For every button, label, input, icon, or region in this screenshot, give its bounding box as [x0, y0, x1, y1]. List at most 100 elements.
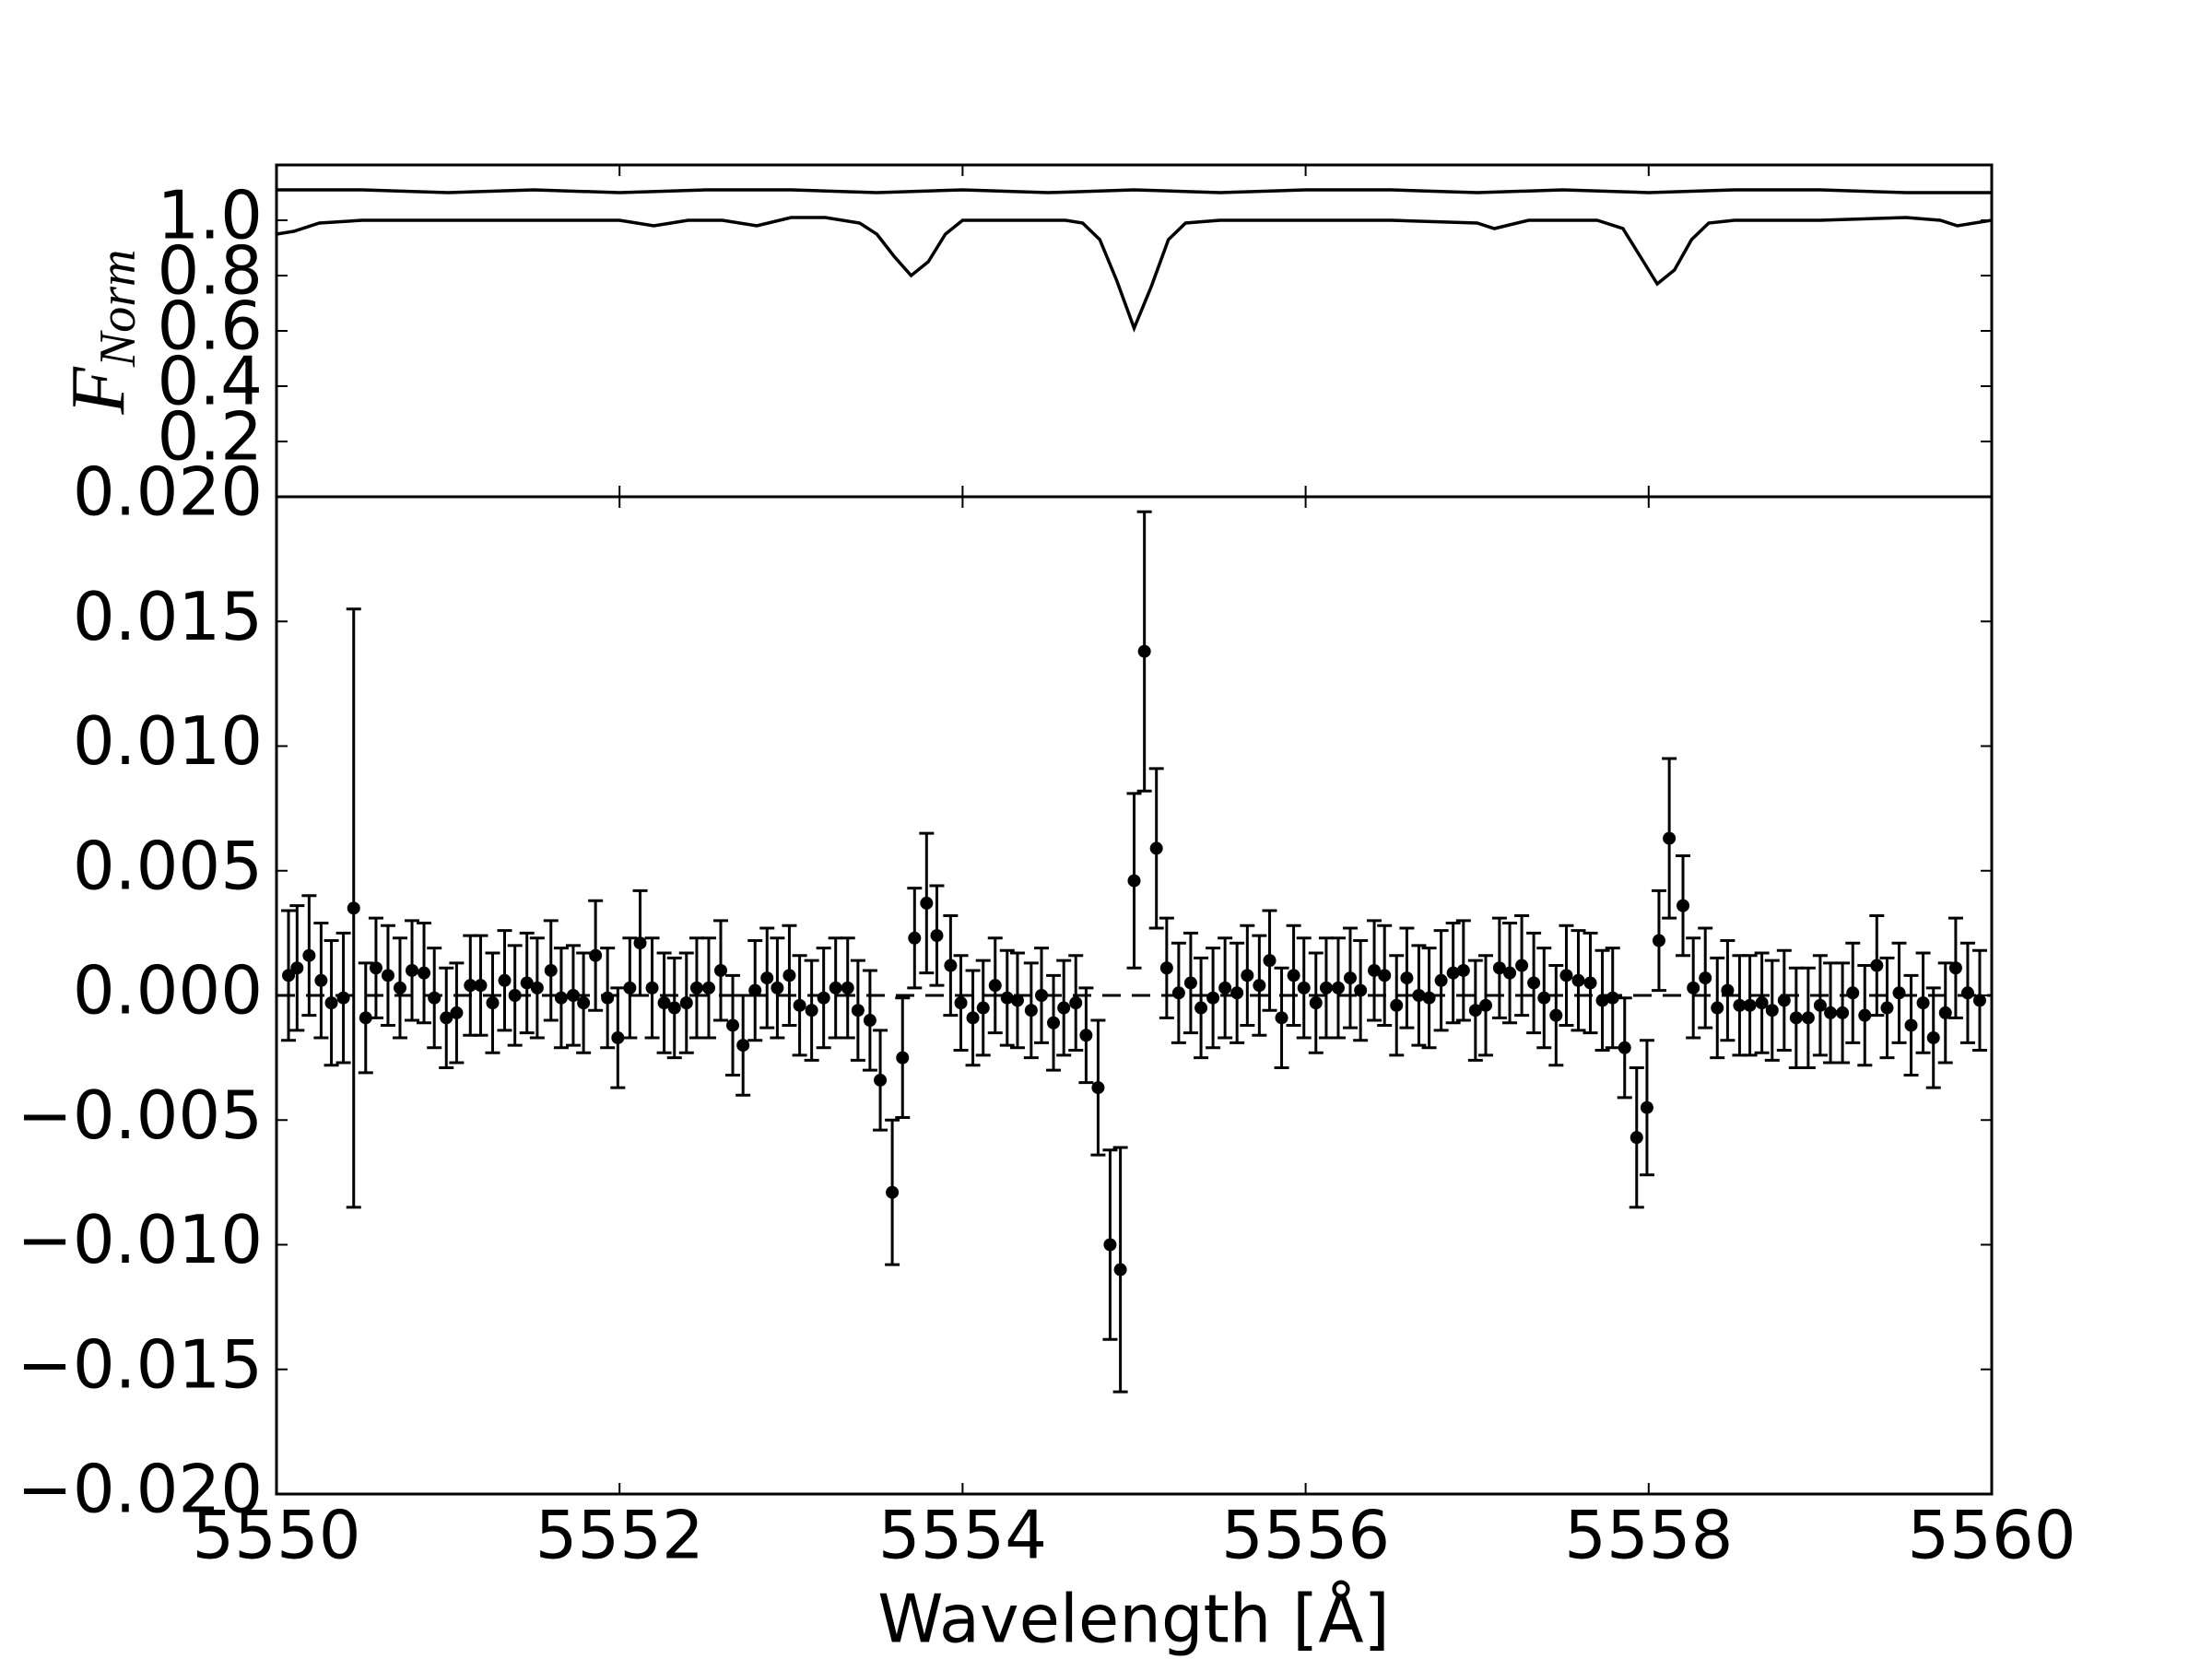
data-point	[657, 996, 671, 1010]
data-point	[601, 991, 615, 1005]
data-point	[726, 1018, 740, 1032]
data-point	[1801, 1011, 1815, 1025]
data-point	[290, 961, 304, 975]
data-point	[381, 969, 394, 982]
data-point	[1057, 1001, 1071, 1015]
data-point	[1606, 991, 1619, 1005]
data-point	[1079, 1029, 1093, 1042]
data-point	[736, 1039, 750, 1053]
data-point	[1230, 986, 1244, 1000]
data-point	[474, 979, 488, 993]
data-point	[689, 981, 703, 994]
data-point	[667, 1001, 681, 1015]
data-point	[748, 983, 762, 997]
data-point	[1035, 989, 1049, 1002]
data-point	[1194, 1001, 1208, 1015]
data-point	[920, 896, 934, 910]
x-tick-label: 5558	[1564, 1497, 1733, 1574]
y-tick-label: 0.8	[157, 232, 263, 310]
data-point	[1149, 841, 1163, 855]
data-point	[829, 981, 842, 994]
data-point	[930, 929, 944, 943]
y-tick-label: 0.010	[73, 702, 263, 780]
data-point	[863, 1014, 877, 1028]
data-point	[577, 996, 591, 1010]
y-axis-label-sub: Norm	[89, 250, 147, 369]
data-point	[623, 981, 637, 994]
data-point	[1390, 998, 1404, 1012]
data-point	[520, 976, 534, 990]
data-point	[314, 973, 328, 987]
data-point	[988, 979, 1002, 993]
data-point	[1400, 971, 1414, 985]
data-point	[1069, 996, 1083, 1010]
y-tick-label: 0.020	[73, 453, 263, 531]
y-tick-label: −0.010	[18, 1201, 263, 1278]
data-point	[1241, 969, 1254, 982]
data-point	[1183, 976, 1197, 990]
data-point	[336, 991, 350, 1005]
data-point	[1527, 976, 1541, 990]
data-point	[713, 963, 727, 977]
data-point	[611, 1030, 625, 1044]
x-tick-label: 5552	[535, 1497, 704, 1574]
data-point	[428, 991, 441, 1005]
data-point	[886, 1185, 900, 1199]
data-point	[1789, 1011, 1803, 1025]
data-point	[450, 1006, 464, 1019]
data-point	[1287, 969, 1300, 982]
y-tick-label: −0.020	[18, 1451, 263, 1528]
data-point	[508, 989, 522, 1002]
y-tick-label: 0.6	[157, 288, 263, 365]
data-point	[1755, 996, 1769, 1010]
data-point	[1858, 1008, 1872, 1022]
data-point	[1870, 959, 1884, 972]
y-tick-label: 0.005	[73, 827, 263, 904]
data-point	[1571, 973, 1585, 987]
data-point	[1103, 1238, 1117, 1252]
data-point	[1948, 961, 1962, 975]
y-tick-label: 1.0	[157, 177, 263, 254]
data-point	[1206, 991, 1220, 1005]
data-point	[976, 1001, 990, 1015]
data-point	[302, 948, 316, 962]
data-point	[1010, 994, 1024, 1007]
data-point	[1000, 991, 1014, 1005]
data-point	[406, 963, 419, 977]
y-axis-label-main: F	[55, 365, 141, 415]
data-point	[1354, 983, 1368, 997]
data-point	[908, 931, 922, 945]
data-point	[1113, 1263, 1127, 1277]
data-point	[1171, 986, 1185, 1000]
data-point	[793, 998, 806, 1012]
data-point	[324, 996, 338, 1010]
data-point	[1537, 991, 1551, 1005]
data-point	[1492, 961, 1506, 975]
data-point	[851, 1004, 865, 1018]
spectrum-line	[276, 216, 1993, 333]
y-tick-label: 0.015	[73, 578, 263, 655]
x-tick-label: 5554	[878, 1497, 1047, 1574]
data-point	[1926, 1030, 1940, 1044]
data-point	[760, 971, 774, 985]
y-tick-label: −0.015	[18, 1325, 263, 1403]
x-axis-label: Wavelength [Å]	[877, 1581, 1389, 1658]
data-point	[841, 981, 854, 994]
plot-frame	[275, 495, 1994, 1496]
data-point	[1218, 981, 1232, 994]
data-point	[1916, 996, 1930, 1010]
data-point	[1024, 1004, 1038, 1018]
data-point	[1368, 963, 1382, 977]
data-point	[1275, 1011, 1288, 1025]
data-point	[701, 981, 715, 994]
data-point	[771, 981, 784, 994]
data-point	[359, 1011, 372, 1025]
data-point	[464, 979, 477, 993]
data-point	[1309, 996, 1323, 1010]
data-point	[589, 948, 603, 962]
data-point	[1938, 1006, 1952, 1019]
data-point	[1892, 986, 1906, 1000]
data-point	[1127, 874, 1141, 888]
